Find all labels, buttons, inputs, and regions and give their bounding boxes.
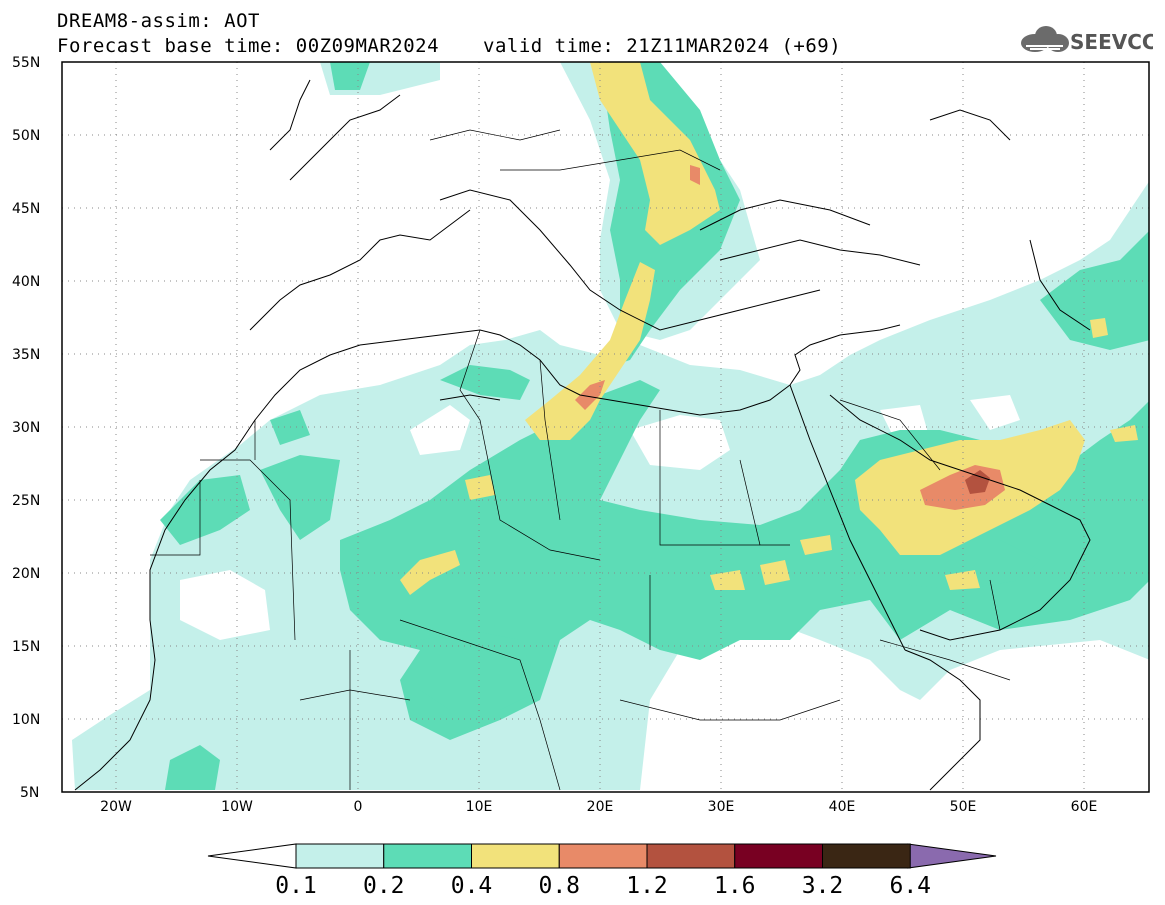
forecast-base-time: Forecast base time: 00Z09MAR2024 — [57, 35, 440, 57]
lat-axis: 55N 50N 45N 40N 35N 30N 25N 20N 15N 10N … — [12, 55, 40, 801]
lat-tick: 15N — [12, 639, 40, 655]
colorbar-swatch — [383, 843, 472, 869]
colorbar-swatch — [558, 843, 648, 869]
lon-tick: 0 — [354, 799, 363, 815]
lon-tick: 20W — [100, 799, 132, 815]
aot-field — [62, 62, 1149, 792]
coastlines — [74, 79, 1091, 791]
lon-tick: 50E — [950, 799, 977, 815]
logo-text: SEEVCCC — [1070, 30, 1153, 54]
lon-tick: 10W — [221, 799, 253, 815]
lat-tick: 50N — [12, 128, 40, 144]
colorbar-label: 1.2 — [626, 873, 668, 899]
lon-tick: 40E — [829, 799, 856, 815]
colorbar-swatch — [295, 843, 385, 869]
lat-tick: 40N — [12, 274, 40, 290]
country-borders — [150, 129, 1011, 791]
aot-colorbar: 0.1 0.2 0.4 0.8 1.2 1.6 3.2 6.4 — [207, 843, 997, 899]
lat-tick: 20N — [12, 566, 40, 582]
lon-axis: 20W 10W 0 10E 20E 30E 40E 50E 60E — [100, 799, 1097, 815]
colorbar-label: 6.4 — [889, 873, 931, 899]
colorbar-swatch — [646, 843, 736, 869]
lat-tick: 10N — [12, 712, 40, 728]
aot-band-1.2 — [965, 470, 990, 494]
colorbar-label: 1.6 — [714, 873, 756, 899]
colorbar-low-arrow — [207, 843, 297, 869]
colorbar-swatch — [471, 843, 560, 869]
lon-tick: 30E — [708, 799, 735, 815]
colorbar-label: 0.4 — [451, 873, 493, 899]
colorbar-label: 3.2 — [802, 873, 844, 899]
colorbar-label: 0.8 — [538, 873, 580, 899]
lat-tick: 5N — [20, 785, 39, 801]
lat-tick: 30N — [12, 420, 40, 436]
lat-tick: 55N — [12, 55, 40, 71]
colorbar-swatch — [822, 843, 911, 869]
cloud-icon — [1021, 26, 1069, 52]
model-title: DREAM8-assim: AOT — [57, 10, 260, 32]
lon-tick: 20E — [587, 799, 614, 815]
colorbar-label: 0.1 — [275, 873, 317, 899]
lon-tick: 60E — [1071, 799, 1098, 815]
colorbar-swatch — [734, 843, 823, 869]
seevccc-logo: SEEVCCC — [1021, 26, 1153, 54]
lon-tick: 10E — [466, 799, 493, 815]
valid-time: valid time: 21Z11MAR2024 (+69) — [483, 35, 842, 57]
lat-tick: 35N — [12, 347, 40, 363]
colorbar-high-arrow — [907, 843, 997, 869]
lat-tick: 45N — [12, 201, 40, 217]
map-frame — [61, 61, 1150, 793]
lat-tick: 25N — [12, 493, 40, 509]
colorbar-label: 0.2 — [363, 873, 405, 899]
